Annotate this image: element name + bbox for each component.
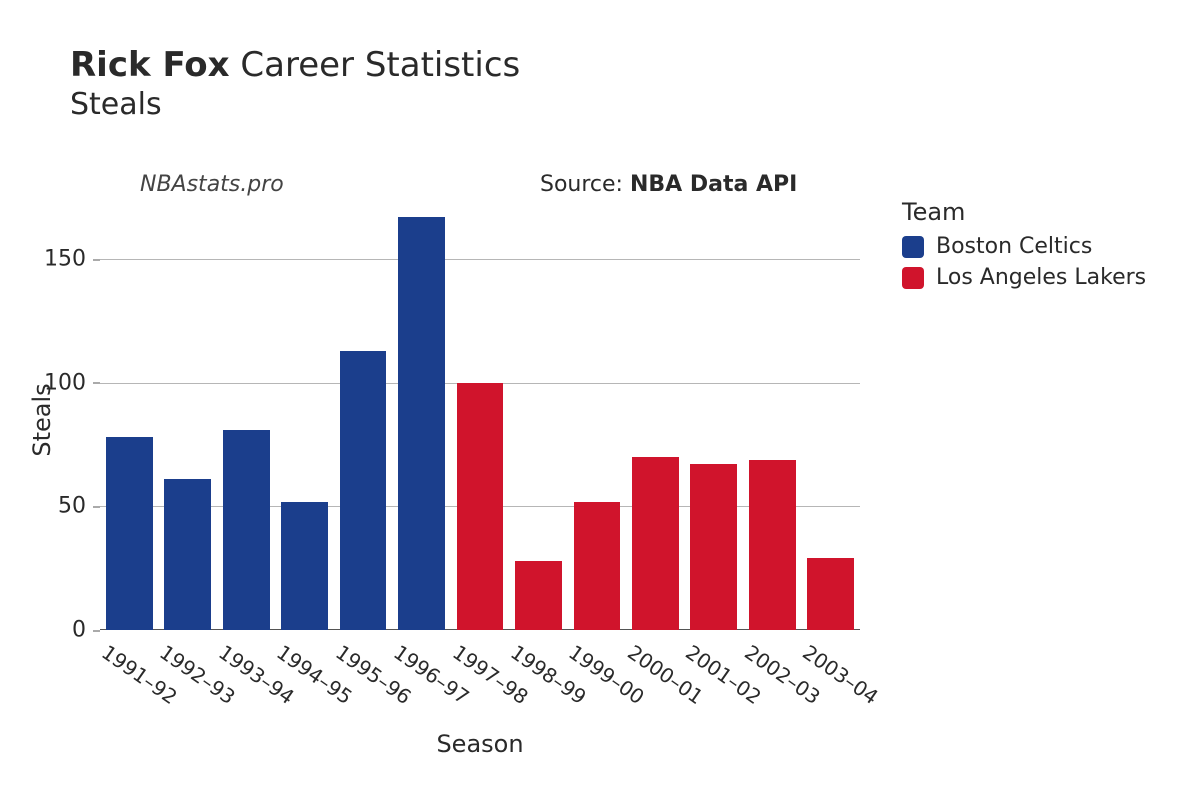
gridline	[100, 259, 860, 260]
bar	[690, 464, 737, 630]
bar	[749, 460, 796, 630]
plot-area: 0501001501991–921992–931993–941994–95199…	[100, 210, 860, 630]
source-prefix: Source:	[540, 172, 630, 197]
legend-swatch	[902, 267, 924, 289]
legend-item: Los Angeles Lakers	[902, 265, 1146, 290]
legend-swatch	[902, 236, 924, 258]
source-text: Source: NBA Data API	[540, 172, 797, 197]
legend-item: Boston Celtics	[902, 234, 1146, 259]
bar	[281, 502, 328, 630]
bar	[515, 561, 562, 630]
y-tick-label: 150	[44, 247, 100, 272]
legend-label: Boston Celtics	[936, 234, 1092, 259]
bar	[574, 502, 621, 630]
title-block: Rick Fox Career Statistics Steals	[70, 45, 520, 122]
bar	[457, 383, 504, 630]
legend-label: Los Angeles Lakers	[936, 265, 1146, 290]
y-tick-label: 0	[72, 618, 100, 643]
chart-container: Rick Fox Career Statistics Steals NBAsta…	[0, 0, 1200, 800]
bar	[340, 351, 387, 630]
legend: Team Boston Celtics Los Angeles Lakers	[902, 198, 1146, 296]
y-tick-label: 50	[58, 494, 100, 519]
y-axis-label: Steals	[28, 383, 56, 456]
watermark-text: NBAstats.pro	[140, 172, 284, 197]
bar	[223, 430, 270, 630]
bar	[632, 457, 679, 630]
bar	[106, 437, 153, 630]
source-name: NBA Data API	[630, 172, 797, 197]
chart-title: Rick Fox Career Statistics	[70, 45, 520, 85]
bar	[398, 217, 445, 630]
x-axis-label: Season	[436, 730, 523, 758]
title-rest: Career Statistics	[230, 45, 521, 85]
bar	[164, 479, 211, 630]
bar	[807, 558, 854, 630]
legend-title: Team	[902, 198, 1146, 226]
title-bold: Rick Fox	[70, 45, 230, 85]
chart-subtitle: Steals	[70, 87, 520, 122]
